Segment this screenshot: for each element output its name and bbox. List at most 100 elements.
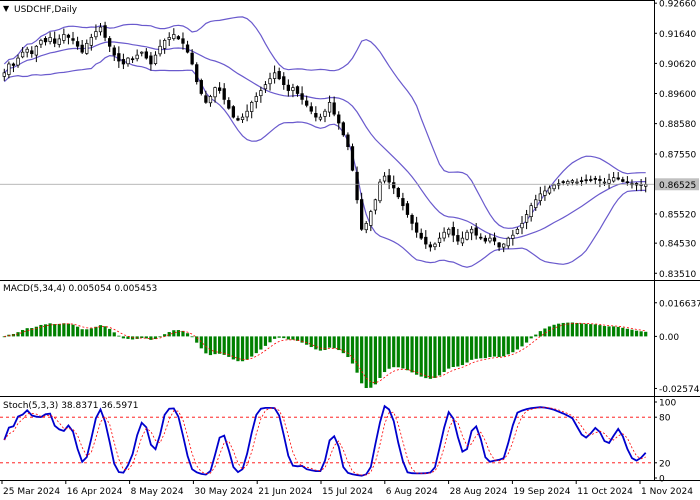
candle-body — [277, 71, 281, 80]
candle — [350, 143, 355, 172]
candle — [130, 56, 135, 64]
candle-body — [318, 116, 323, 120]
price-tick-label: 0.85520 — [659, 210, 696, 220]
candle — [483, 235, 488, 244]
candle — [378, 178, 382, 204]
candle-body — [300, 93, 304, 100]
candle — [57, 34, 61, 48]
candle — [382, 172, 387, 184]
macd-bar — [309, 336, 313, 348]
candle-body — [451, 227, 455, 236]
macd-bar — [579, 323, 584, 337]
bollinger-lower-band — [3, 54, 646, 268]
candle-body — [39, 40, 43, 45]
candle-body — [534, 199, 538, 208]
candle — [456, 228, 460, 245]
stoch-tick-label: 0 — [659, 475, 665, 485]
price-axis-ticks: 0.92660 0.91640 0.90620 0.89600 0.88580 0.875… — [654, 0, 696, 280]
macd-bar — [112, 332, 116, 337]
candle-body — [465, 231, 469, 240]
candle — [199, 78, 203, 96]
macd-bar — [424, 336, 428, 379]
candle-body — [236, 118, 240, 121]
candle — [149, 52, 153, 71]
macd-bar — [204, 336, 208, 354]
macd-bar — [598, 325, 602, 337]
time-tick-label: 16 Apr 2024 — [67, 487, 123, 497]
macd-bar — [314, 336, 318, 350]
candle-body — [286, 84, 290, 91]
candle — [318, 113, 323, 122]
macd-bar — [300, 336, 304, 343]
candle — [474, 223, 478, 240]
macd-bar — [593, 324, 597, 337]
candle — [488, 233, 492, 244]
candle-body — [272, 72, 277, 79]
candle — [611, 172, 616, 183]
macd-bar — [570, 322, 575, 337]
macd-bar — [130, 336, 135, 340]
price-tick-label: 0.89600 — [659, 90, 696, 100]
macd-bar — [103, 326, 107, 337]
candle — [254, 92, 258, 109]
candle — [121, 53, 126, 70]
macd-bar — [341, 336, 345, 354]
macd-bar — [39, 324, 43, 337]
candle — [305, 95, 309, 108]
candle-body — [575, 181, 579, 184]
time-tick-label: 25 Mar 2024 — [3, 487, 60, 497]
candle-body — [208, 96, 213, 104]
candle — [396, 186, 400, 200]
macd-bar — [460, 336, 465, 366]
candle — [30, 46, 34, 58]
candle-body — [75, 41, 80, 47]
symbol-menu-icon[interactable]: ▼ — [3, 4, 10, 13]
price-tick-label: 0.87550 — [659, 151, 696, 161]
candle — [469, 226, 474, 241]
macd-bar — [437, 336, 442, 376]
candle — [108, 36, 112, 52]
price-tick-label: 0.92660 — [659, 0, 696, 10]
candle-body — [245, 110, 249, 118]
current-price-label: 0.86525 — [659, 181, 696, 191]
candle — [460, 231, 465, 247]
macd-bar — [639, 331, 643, 337]
macd-bar — [415, 336, 419, 375]
time-tick-label: 21 Jun 2024 — [258, 487, 312, 497]
candle-body — [456, 235, 460, 242]
macd-bar — [208, 336, 213, 356]
macd-bar — [291, 336, 295, 340]
candle — [332, 96, 336, 117]
candle-body — [543, 190, 547, 196]
candle — [217, 82, 222, 94]
candle — [497, 242, 501, 252]
candle-body — [103, 25, 107, 38]
candle — [607, 173, 611, 189]
macd-bar — [85, 329, 89, 337]
candle-body — [259, 90, 263, 97]
candle-body — [213, 87, 217, 98]
candle-body — [355, 171, 359, 201]
candle — [598, 175, 602, 188]
candle-body — [140, 51, 144, 54]
candle — [167, 32, 171, 47]
macd-bar — [616, 326, 620, 337]
candle-body — [108, 38, 112, 47]
macd-bar — [66, 323, 71, 337]
macd-bar — [259, 336, 263, 350]
candle-body — [121, 59, 126, 65]
candle — [282, 72, 286, 90]
candle — [272, 65, 277, 84]
candle-body — [34, 45, 39, 56]
candle-body — [181, 38, 185, 44]
macd-bar — [589, 324, 593, 337]
macd-histogram — [2, 322, 648, 389]
macd-bar — [245, 336, 249, 360]
macd-bar — [488, 336, 492, 358]
candle-body — [135, 54, 139, 60]
candle — [250, 100, 254, 119]
candle-body — [240, 116, 245, 120]
macd-bar — [492, 336, 497, 357]
macd-bar — [456, 336, 460, 367]
